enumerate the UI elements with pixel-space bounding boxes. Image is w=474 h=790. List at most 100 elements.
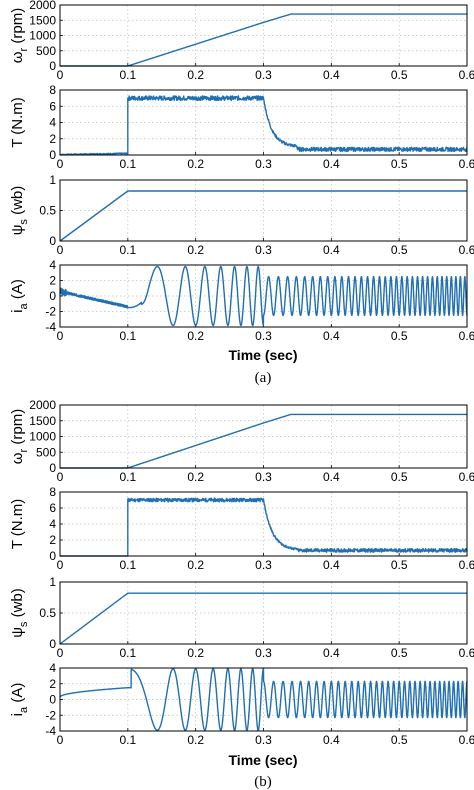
x-tick-label: 0.1	[119, 329, 136, 343]
y-axis-label: ψs (wb)	[9, 588, 30, 638]
y-tick-label: 1000	[29, 29, 56, 43]
x-tick-label: 0	[57, 243, 64, 257]
x-tick-label: 0.6	[459, 243, 474, 257]
y-tick-label: -2	[45, 708, 56, 722]
x-tick-label: 0.6	[459, 68, 474, 82]
x-tick-label: 0.1	[119, 68, 136, 82]
y-tick-label: 0	[49, 59, 56, 73]
panel-b4: 0 0.1 0.2 0.3 0.4 0.5 0.6 -4 -20 2 4 ia (A)	[9, 661, 474, 747]
x-tick-label: 0.1	[119, 470, 136, 484]
plot-frame	[59, 89, 468, 156]
x-tick-label: 0.4	[323, 157, 340, 171]
x-tick-label: 0.3	[255, 329, 272, 343]
series-line-torque	[59, 95, 468, 156]
x-tick-label: 0.2	[187, 329, 204, 343]
y-tick-label: 4	[49, 517, 56, 531]
y-tick-label: 0	[49, 289, 56, 303]
y-tick-label: 500	[36, 445, 56, 459]
x-tick-label: 0.5	[391, 243, 408, 257]
y-tick-label: 0	[49, 461, 56, 475]
x-tick-label: 0.1	[119, 157, 136, 171]
x-tick-label: 0.4	[323, 68, 340, 82]
y-tick-label: 1500	[29, 414, 56, 428]
y-axis-label: ωr (rpm)	[9, 8, 30, 63]
x-tick-label: 0.1	[119, 646, 136, 660]
x-tick-label: 0	[57, 329, 64, 343]
x-tick-label: 0.5	[391, 470, 408, 484]
x-axis-label-a: Time (sec)	[229, 347, 298, 363]
y-tick-label: 8	[49, 485, 56, 499]
x-tick-label: 0.5	[391, 329, 408, 343]
y-tick-label: 2	[49, 274, 56, 288]
x-tick-label: 0.5	[391, 68, 408, 82]
x-tick-label: 0.6	[459, 470, 474, 484]
y-tick-label: 1500	[29, 13, 56, 27]
x-tick-label: 0	[57, 157, 64, 171]
y-tick-label: 1	[49, 575, 56, 589]
x-tick-label: 0.2	[187, 470, 204, 484]
y-tick-label: 1000	[29, 430, 56, 444]
x-tick-label: 0.3	[255, 68, 272, 82]
y-tick-label: 0.5	[39, 204, 56, 218]
x-tick-label: 0.4	[323, 329, 340, 343]
x-tick-label: 0.2	[187, 646, 204, 660]
x-tick-label: 0.3	[255, 558, 272, 572]
x-tick-label: 0.6	[459, 733, 474, 747]
y-tick-label: 0	[49, 549, 56, 563]
x-tick-label: 0	[57, 646, 64, 660]
x-tick-label: 0.6	[459, 646, 474, 660]
x-tick-label: 0.6	[459, 329, 474, 343]
y-tick-label: 6	[49, 99, 56, 113]
x-tick-label: 0.5	[391, 157, 408, 171]
y-axis-label: ia (A)	[9, 683, 30, 717]
caption-b: (b)	[254, 774, 272, 790]
y-axis-label: ψs (wb)	[9, 186, 30, 236]
y-axis-label: T (N.m)	[9, 499, 26, 550]
plot-frame	[59, 264, 468, 328]
y-tick-label: 6	[49, 501, 56, 515]
x-tick-label: 0.3	[255, 646, 272, 660]
x-tick-label: 0.4	[323, 646, 340, 660]
y-tick-label: 0.5	[39, 606, 56, 620]
x-tick-label: 0.5	[391, 646, 408, 660]
x-tick-label: 0.3	[255, 733, 272, 747]
series-line-flux	[59, 592, 467, 645]
x-tick-label: 0.1	[119, 733, 136, 747]
y-tick-label: 2	[49, 677, 56, 691]
y-tick-label: 8	[49, 83, 56, 97]
y-tick-label: 0	[49, 693, 56, 707]
y-tick-label: 0	[49, 148, 56, 162]
panel-a3: 0 0.1 0.2 0.3 0.4 0.5 0.6 0 0.5 1 ψs (wb)	[9, 173, 474, 257]
y-tick-label: -2	[45, 305, 56, 319]
x-tick-label: 0.6	[459, 558, 474, 572]
x-tick-label: 0.2	[187, 243, 204, 257]
x-tick-label: 0.4	[323, 470, 340, 484]
series-line-current	[59, 265, 468, 327]
caption-a: (a)	[255, 370, 272, 386]
series-line-torque	[59, 497, 468, 557]
y-tick-label: 2	[49, 533, 56, 547]
x-tick-label: 0.4	[323, 733, 340, 747]
x-tick-label: 0.3	[255, 243, 272, 257]
y-tick-label: -4	[45, 724, 56, 738]
y-tick-label: 0	[49, 234, 56, 248]
series-line-current	[59, 668, 468, 731]
plot-frame	[59, 404, 468, 469]
plot-frame	[59, 4, 468, 67]
x-tick-label: 0.5	[391, 733, 408, 747]
x-tick-label: 0.1	[119, 243, 136, 257]
x-tick-label: 0.4	[323, 558, 340, 572]
y-tick-label: -4	[45, 320, 56, 334]
x-tick-label: 0.1	[119, 558, 136, 572]
series-line-flux	[59, 190, 467, 242]
y-tick-label: 4	[49, 116, 56, 130]
y-tick-label: 2	[49, 132, 56, 146]
x-tick-label: 0	[57, 558, 64, 572]
